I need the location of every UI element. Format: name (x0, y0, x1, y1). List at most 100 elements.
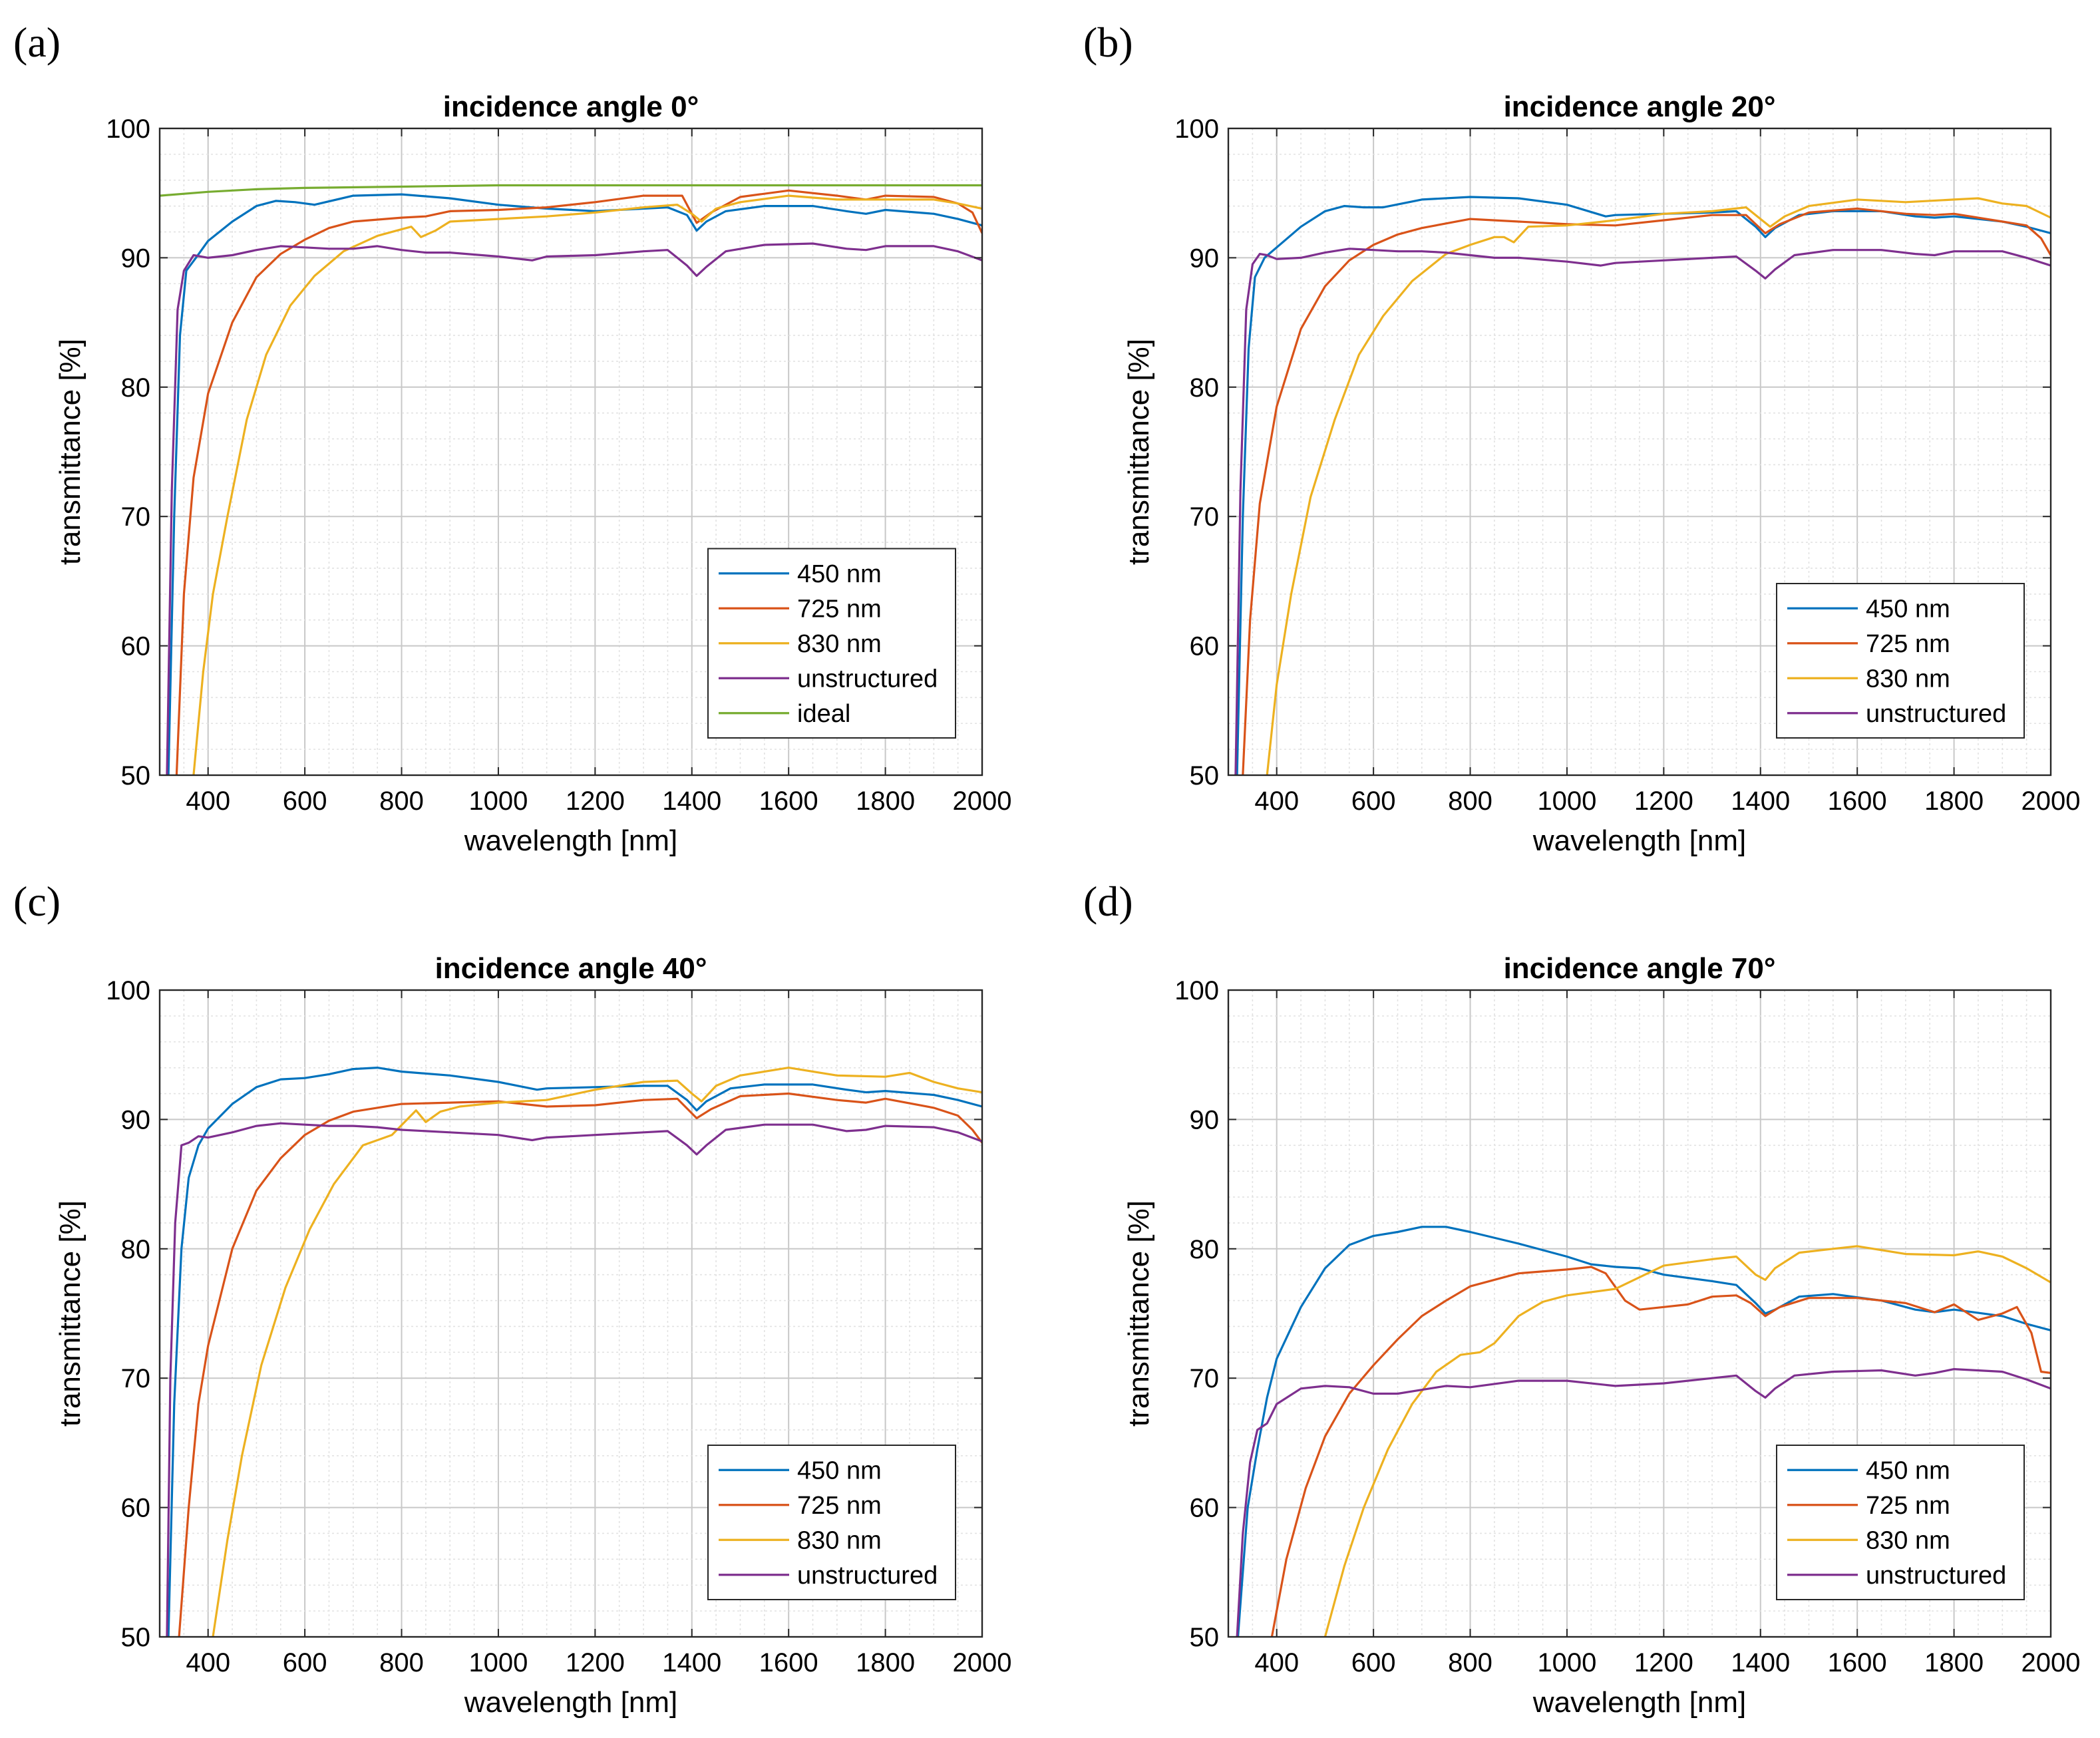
legend-label: 450 nm (1866, 595, 1950, 623)
series-line-unstructured (166, 1122, 982, 1637)
x-tick-label: 1400 (662, 1648, 721, 1677)
x-tick-label: 2000 (953, 1648, 1012, 1677)
y-tick-label: 60 (121, 1494, 151, 1523)
series-line-725-nm (175, 189, 982, 775)
y-axis-label: transmittance [%] (54, 1200, 87, 1427)
x-tick-label: 2000 (2021, 1648, 2081, 1677)
grid (159, 128, 983, 776)
y-tick-label: 60 (1190, 632, 1220, 661)
chart-title: incidence angle 40° (435, 952, 707, 985)
x-tick-label: 400 (1254, 786, 1299, 816)
x-tick-label: 1200 (566, 786, 625, 816)
legend-label: 450 nm (1866, 1457, 1950, 1484)
y-tick-label: 90 (1190, 1105, 1220, 1134)
legend-label: unstructured (1866, 1562, 2006, 1590)
series-line-450-nm (167, 1067, 982, 1637)
series-line-830-nm (212, 1067, 982, 1637)
series-group (1234, 196, 2051, 775)
y-tick-label: 70 (1190, 502, 1220, 532)
series-group (160, 184, 982, 775)
series-line-unstructured (1234, 248, 2051, 775)
y-tick-label: 80 (121, 373, 151, 403)
y-tick-label: 50 (1190, 761, 1220, 790)
chart-title: incidence angle 0° (443, 90, 699, 123)
legend-label: 450 nm (797, 560, 882, 588)
legend: 450 nm 725 nm 830 nm unstructured (1776, 583, 2025, 739)
x-tick-label: 2000 (953, 786, 1012, 816)
chart-panel-1: 400 600 800 1000 1200 1400 1600 1800 2000 50 60 70 8… (1083, 19, 2080, 857)
x-tick-label: 600 (1351, 786, 1396, 816)
x-tick-label: 1400 (1731, 786, 1790, 816)
x-tick-label: 1200 (1634, 786, 1693, 816)
x-tick-label: 1600 (1828, 786, 1887, 816)
y-tick-label: 50 (1190, 1623, 1220, 1652)
legend: 450 nm 725 nm 830 nm unstructured (1776, 1445, 2025, 1600)
y-tick-label: 70 (1190, 1364, 1220, 1393)
legend-label: 830 nm (797, 630, 882, 658)
grid (1228, 128, 2051, 776)
x-tick-label: 1800 (856, 1648, 915, 1677)
chart-panel-3: 400 600 800 1000 1200 1400 1600 1800 2000 50 60 70 8… (1083, 878, 2080, 1719)
series-line-450-nm (1236, 1226, 2051, 1637)
x-tick-label: 600 (283, 1648, 327, 1677)
legend-label: 725 nm (797, 595, 882, 623)
x-tick-label: 1000 (468, 786, 528, 816)
panel-label: (d) (1083, 878, 1133, 925)
series-line-ideal (160, 184, 982, 197)
legend-label: unstructured (797, 665, 938, 693)
x-tick-label: 400 (1254, 1648, 1299, 1677)
axes-box (158, 127, 983, 777)
x-tick-label: 400 (186, 1648, 230, 1677)
y-tick-label: 100 (1174, 976, 1219, 1005)
panel-label: (c) (13, 878, 61, 925)
y-tick-label: 50 (121, 1623, 151, 1652)
legend-label: 830 nm (1866, 665, 1950, 693)
x-tick-label: 400 (186, 786, 230, 816)
series-line-725-nm (1270, 1266, 2051, 1637)
x-axis-label: wavelength [nm] (464, 824, 677, 857)
series-line-725-nm (1242, 207, 2051, 775)
x-tick-label: 1000 (468, 1648, 528, 1677)
legend: 450 nm 725 nm 830 nm unstructured ideal (707, 548, 956, 739)
series-line-unstructured (1236, 1368, 2051, 1637)
legend-label: 725 nm (1866, 630, 1950, 658)
x-tick-label: 1600 (1828, 1648, 1887, 1677)
x-tick-label: 1600 (759, 786, 818, 816)
y-tick-label: 80 (1190, 373, 1220, 403)
x-axis-label: wavelength [nm] (1532, 1686, 1746, 1719)
chart-panel-0: 400 600 800 1000 1200 1400 1600 1800 2000 50 60 70 8… (13, 19, 1011, 857)
x-axis-label: wavelength [nm] (464, 1686, 677, 1719)
x-tick-label: 1000 (1537, 786, 1596, 816)
y-tick-label: 100 (106, 976, 150, 1005)
x-tick-label: 1400 (1731, 1648, 1790, 1677)
legend-label: 830 nm (797, 1526, 882, 1554)
legend-label: 725 nm (1866, 1492, 1950, 1520)
legend-label: 725 nm (797, 1492, 882, 1520)
grid (159, 989, 983, 1638)
series-line-830-nm (192, 194, 982, 775)
y-tick-label: 90 (121, 244, 151, 273)
chart-title: incidence angle 70° (1504, 952, 1776, 985)
series-line-450-nm (1236, 196, 2051, 775)
x-tick-label: 1600 (759, 1648, 818, 1677)
legend-label: ideal (797, 700, 850, 728)
x-tick-label: 600 (283, 786, 327, 816)
panel-label: (b) (1083, 19, 1133, 66)
y-tick-label: 90 (1190, 244, 1220, 273)
x-tick-label: 800 (1448, 1648, 1492, 1677)
chart-title: incidence angle 20° (1504, 90, 1776, 123)
series-line-725-nm (178, 1092, 982, 1637)
y-tick-label: 100 (1174, 114, 1219, 144)
series-line-830-nm (1323, 1245, 2051, 1637)
y-tick-label: 90 (121, 1105, 151, 1134)
y-axis-label: transmittance [%] (1123, 1200, 1155, 1427)
panel-label: (a) (13, 19, 61, 66)
series-group (166, 1067, 982, 1637)
axes-box (1227, 127, 2052, 777)
y-tick-label: 60 (121, 632, 151, 661)
chart-panel-2: 400 600 800 1000 1200 1400 1600 1800 2000 50 60 70 8… (13, 878, 1011, 1719)
legend-label: unstructured (1866, 700, 2006, 728)
y-tick-label: 80 (121, 1235, 151, 1264)
x-tick-label: 600 (1351, 1648, 1396, 1677)
